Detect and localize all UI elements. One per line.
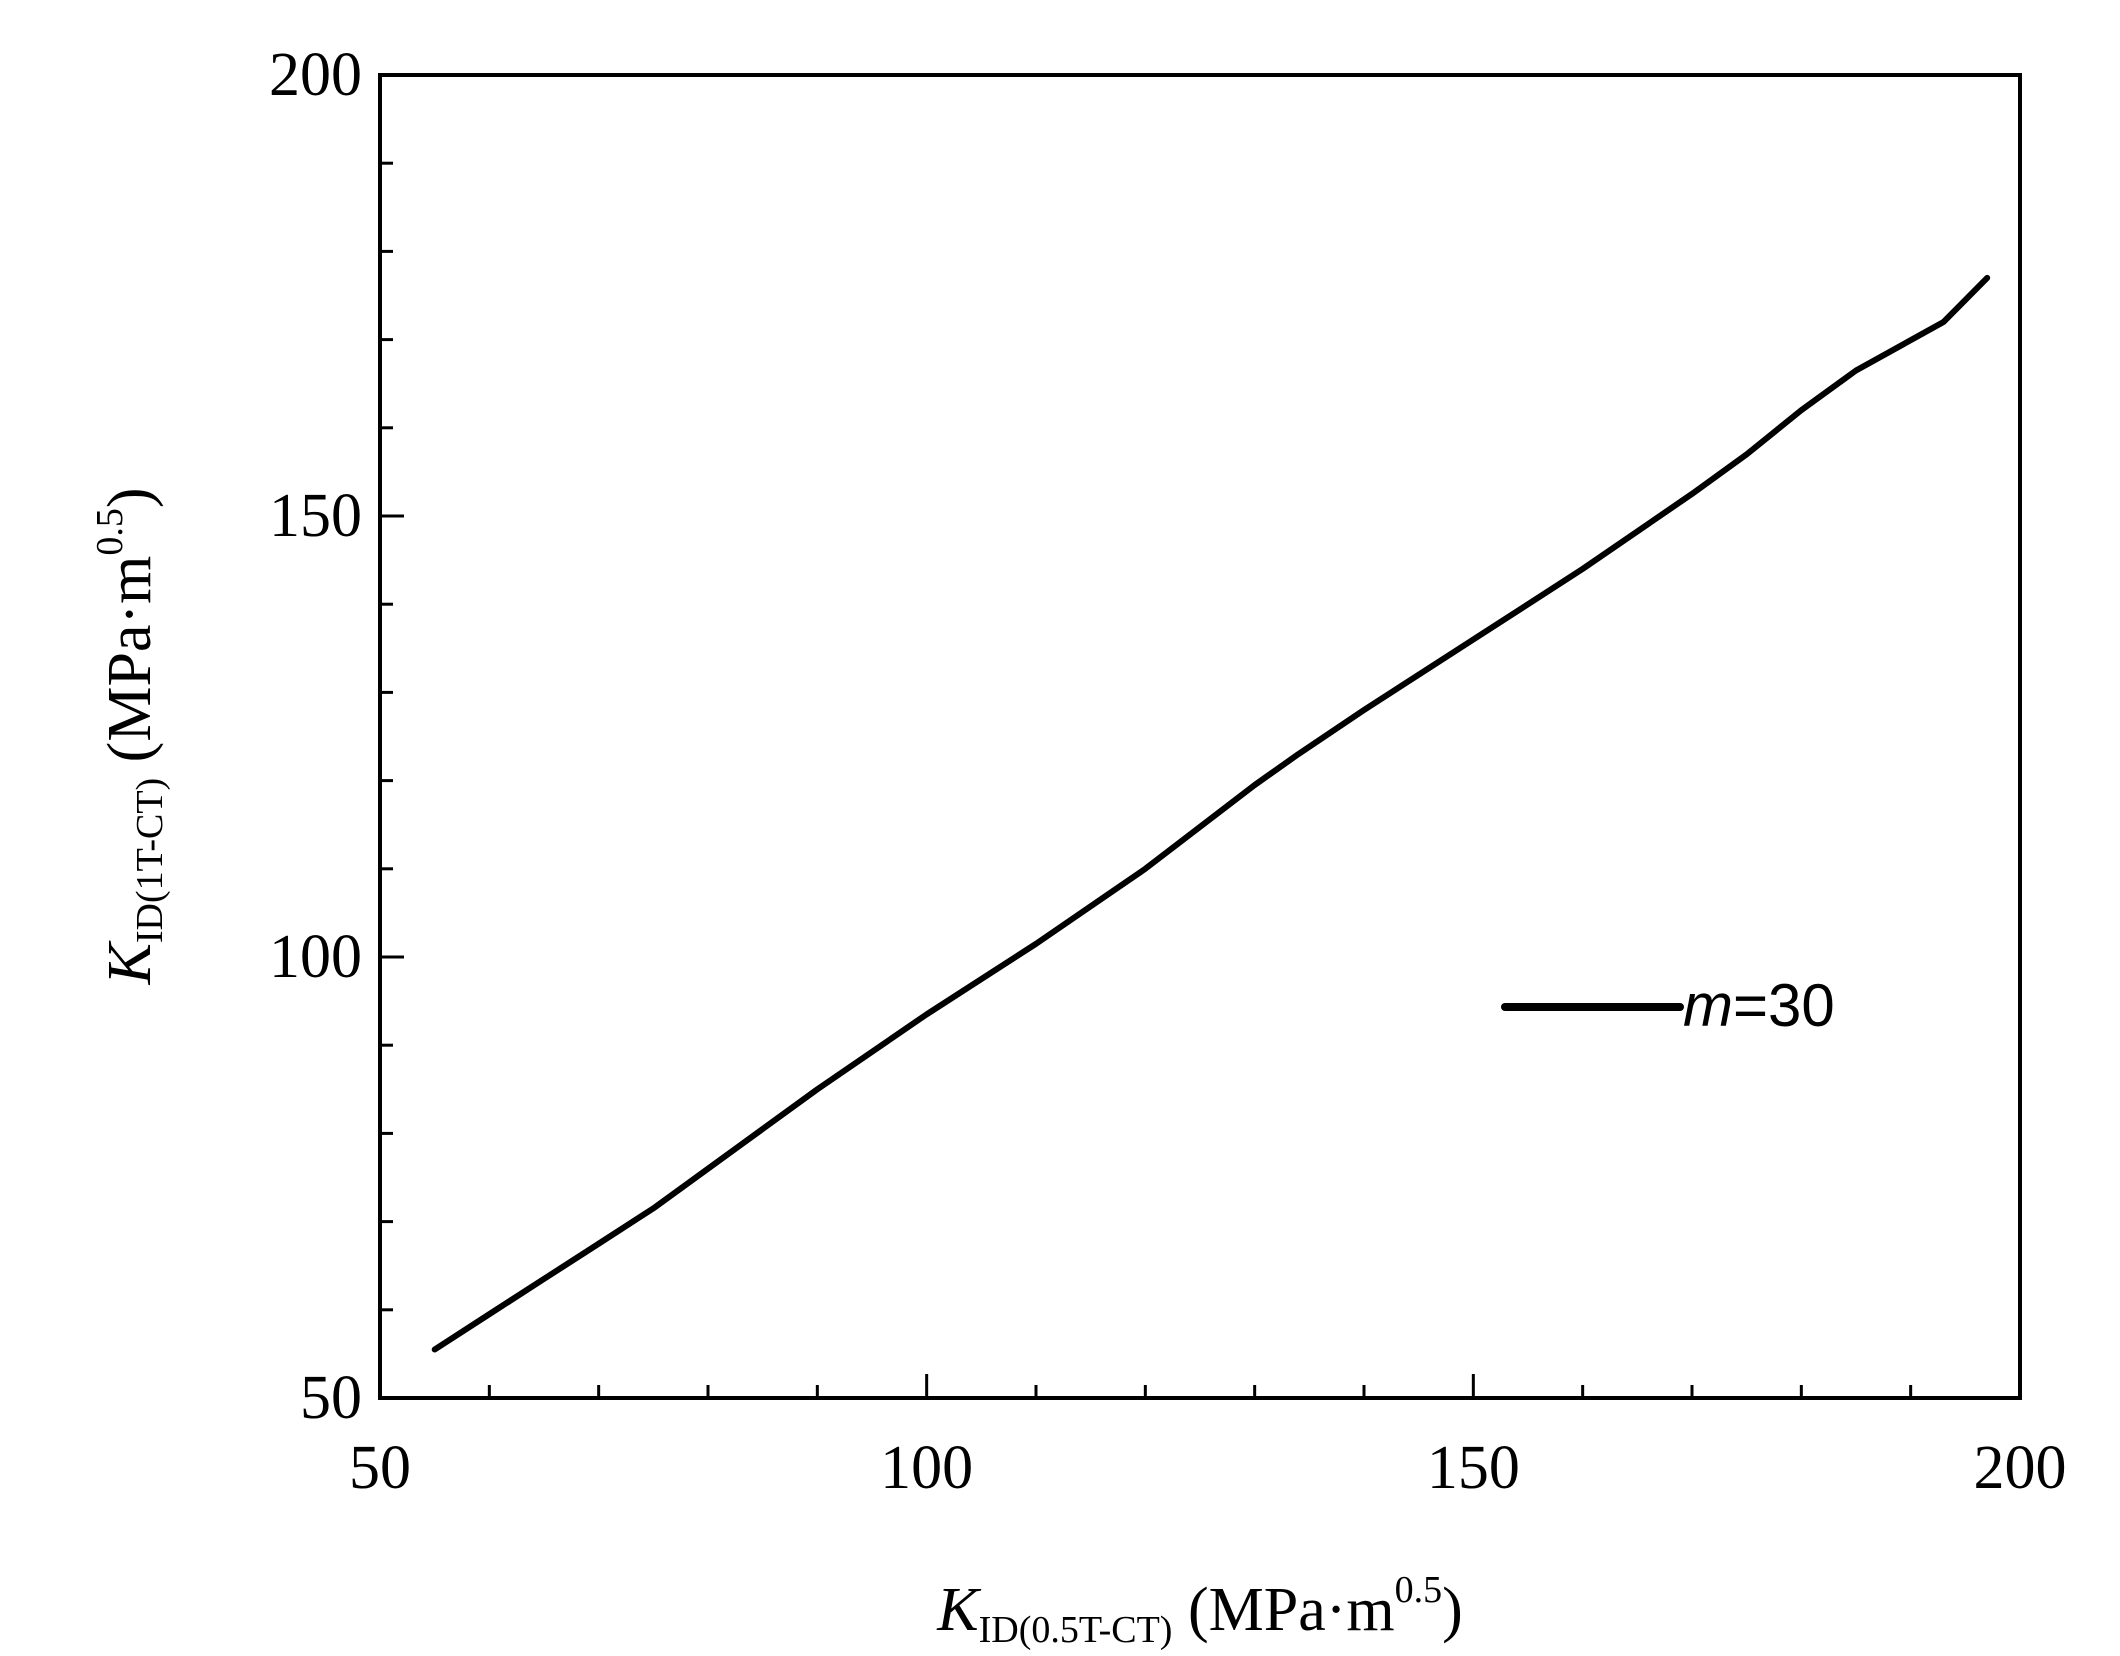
legend: m=30	[1501, 972, 1835, 1039]
legend-label-italic: m	[1683, 972, 1733, 1039]
y-tick-label-200: 200	[269, 41, 362, 109]
y-axis-title-symbol: K	[96, 940, 164, 986]
x-tick-label-50: 50	[349, 1434, 411, 1502]
legend-label-rest: =30	[1733, 972, 1835, 1039]
x-tick-label-200: 200	[1974, 1434, 2067, 1502]
series-lines	[431, 274, 1991, 1353]
x-axis-title-subscript: ID(0.5T-CT)	[979, 1609, 1173, 1651]
y-axis-title-unit-close: )	[96, 487, 164, 508]
series-line-0	[431, 274, 1991, 1353]
x-axis-title-unit-close: )	[1442, 1576, 1463, 1644]
x-axis-title-unit: (MPa·m	[1172, 1576, 1394, 1644]
x-tick-label-100: 100	[880, 1434, 973, 1502]
y-tick-label-50: 50	[300, 1364, 362, 1432]
tick-labels: 50 100 150 200 50 100 150 200	[269, 41, 2067, 1502]
y-axis-title-subscript: ID(1T-CT)	[129, 778, 171, 943]
y-tick-label-100: 100	[269, 923, 362, 991]
x-axis-title: KID(0.5T-CT) (MPa·m0.5)	[936, 1569, 1463, 1651]
legend-label-m-30: m=30	[1683, 972, 1835, 1039]
x-tick-label-150: 150	[1427, 1434, 1520, 1502]
x-axis-title-unit-sup: 0.5	[1395, 1569, 1443, 1611]
y-axis-title-unit-sup: 0.5	[89, 508, 131, 556]
plot-frame	[378, 73, 2022, 1400]
ticks	[378, 73, 2022, 1400]
x-axis-title-symbol: K	[936, 1576, 982, 1644]
y-tick-label-150: 150	[269, 482, 362, 550]
y-axis-title: KID(1T-CT) (MPa·m0.5)	[89, 487, 171, 985]
y-axis-title-unit: (MPa·m	[96, 556, 164, 778]
